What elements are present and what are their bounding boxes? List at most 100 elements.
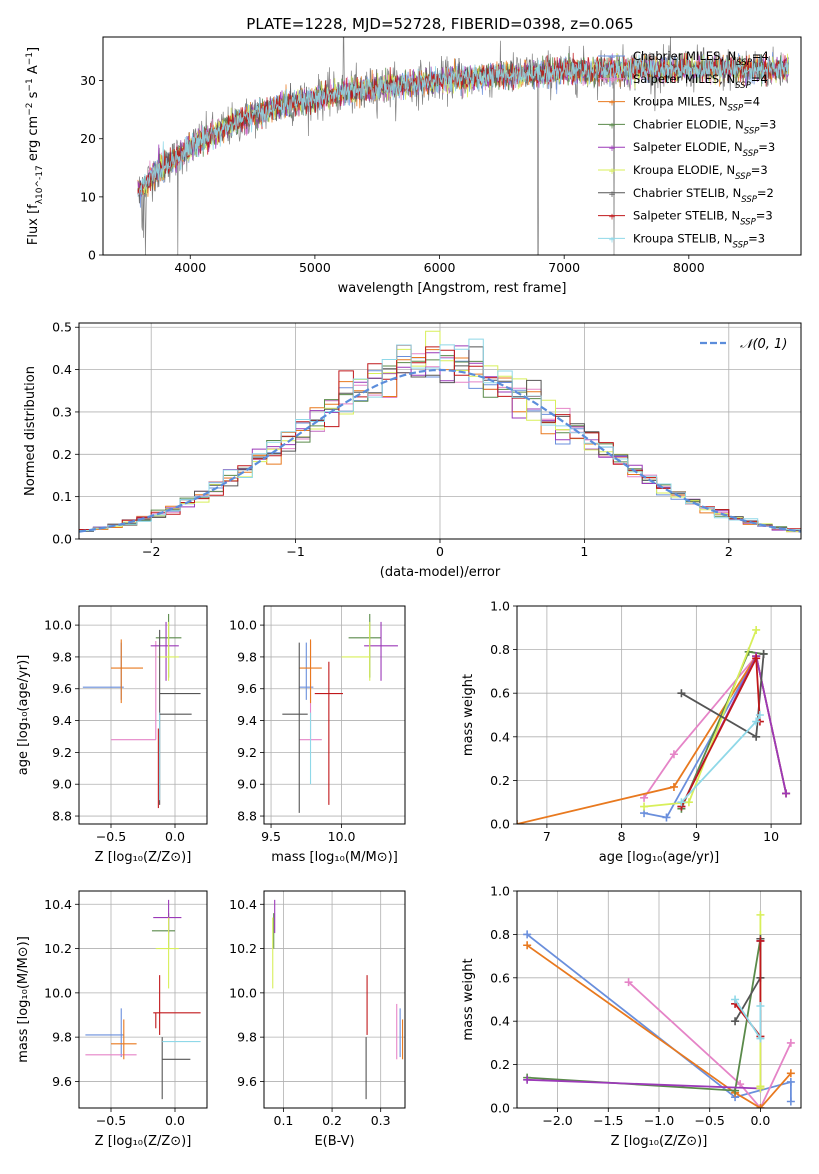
weight-line [734,940,762,1040]
weight-marker [662,813,671,822]
x-tick-label: 1 [580,544,588,559]
weight-marker [752,654,761,663]
y-tick-label: 0.0 [52,532,72,547]
errorbar-point [111,641,157,741]
y-tick-label: 9.4 [52,713,72,728]
legend-marker: + [608,213,616,223]
weight-marker [669,782,678,791]
y-tick-label: 0.8 [490,642,510,657]
y-axis-label: age [log₁₀(age/yr)] [16,655,31,776]
legend-label: Chabrier STELIB, NSSP=2 [633,186,774,205]
legend-marker: + [608,167,616,177]
figure-title: PLATE=1228, MJD=52728, FIBERID=0398, z=0… [246,15,633,33]
y-tick-label: 9.8 [237,1030,257,1045]
gaussian-curve [79,368,801,533]
errorbar-point [299,642,314,700]
x-tick-label: 9 [692,829,700,844]
errorbar-point [314,661,343,805]
x-tick-label: −1.0 [644,1113,674,1128]
weight-marker [786,1097,795,1106]
x-tick-label: −0.5 [96,829,126,844]
weight-line [526,944,792,1108]
axes-frame-spectrum [102,36,802,256]
weight-marker [731,1017,740,1026]
axes-weight_vs_Z: −2.0 −1.5 −1.0 −0.5 0.0 0.0 0.2 0.4 0.6 0.8 1.0 Z [… [461,884,802,1149]
y-tick-label: 0.4 [490,729,510,744]
legend-marker: + [608,235,616,245]
errorbar-point [299,639,322,704]
x-axis-label: age [log₁₀(age/yr)] [599,850,720,865]
weight-marker [756,1034,765,1043]
x-tick-label: 10.0 [328,829,356,844]
legend-label: Salpeter STELIB, NSSP=3 [633,209,773,228]
y-tick-label: 20 [80,131,96,146]
errorbars-age_vs_mass [282,613,398,813]
x-tick-label: 6000 [424,260,456,275]
y-tick-label: 0.2 [490,1057,510,1072]
axes-spectrum: 4000 5000 6000 7000 8000 0 10 20 30 wavelength [A… [25,36,802,296]
axes-frame-age_vs_mass [263,605,406,825]
axes-frame-weight_vs_Z [516,890,802,1109]
axes-frame-mass_vs_Z [78,890,208,1109]
errorbar-point [155,917,179,989]
errorbar-point [153,975,201,1035]
weight-marker [756,1002,765,1011]
y-tick-label: 10.4 [229,897,257,912]
weight-marker [759,649,768,658]
y-tick-label: 9.0 [237,777,257,792]
y-tick-label: 0.3 [52,404,72,419]
y-tick-label: 0.1 [52,489,72,504]
legend-label: Salpeter MILES, NSSP=4 [633,72,768,91]
y-tick-label: 0.0 [490,1101,510,1116]
y-tick-label: 9.2 [52,745,72,760]
x-axis-label: (data-model)/error [380,565,501,580]
spectrum-line [137,54,789,197]
weight-marker [684,798,693,807]
y-tick-label: 8.8 [52,809,72,824]
y-axis-label: mass weight [461,958,476,1040]
spectrum-lines [137,37,789,255]
y-tick-label: 10.0 [229,618,257,633]
x-axis-label: wavelength [Angstrom, rest frame] [338,281,567,296]
weight-marker [752,732,761,741]
x-tick-label: 0.2 [322,1113,342,1128]
weight-marker [736,1080,745,1089]
y-tick-label: 0.2 [52,447,72,462]
weight-marker [752,717,761,726]
errorbar-point [282,642,308,813]
y-tick-label: 10.0 [44,985,72,1000]
weight-marker [677,689,686,698]
y-tick-label: 9.2 [237,745,257,760]
axes-frame-age_vs_Z [78,605,208,825]
errorbar-point [158,621,179,681]
y-tick-label: 0.6 [490,970,510,985]
errorbar-point [111,639,143,704]
errorbar-point [151,913,175,949]
x-tick-label: −2 [142,544,160,559]
weight-marker [640,793,649,802]
y-tick-label: 30 [80,73,96,88]
errorbar-point [82,642,124,700]
weight-marker [786,1069,795,1078]
weight-marker [786,1038,795,1047]
x-tick-label: 4000 [174,260,206,275]
weight-marker [756,936,765,945]
weights-weight_vs_age [517,625,791,824]
legend-marker: + [608,76,616,86]
axes-age_vs_Z: −0.5 0.0 8.8 9.0 9.2 9.4 9.6 9.8 10.0 Z [log₁₀(Z/… [16,605,208,865]
y-tick-label: 9.8 [52,1030,72,1045]
y-tick-label: 10.2 [229,941,257,956]
y-tick-label: 0.4 [52,362,72,377]
legend-label: Kroupa STELIB, NSSP=3 [633,231,765,250]
weight-marker [786,1077,795,1086]
weight-marker [756,1104,765,1108]
y-tick-label: 0.6 [490,686,510,701]
errorbar-point [341,621,371,681]
axes-mass_vs_Z: −0.5 0.0 9.6 9.8 10.0 10.2 10.4 Z [log₁₀(Z/Z⊙)]… [16,890,208,1149]
x-tick-label: −0.5 [96,1113,126,1128]
y-tick-label: 1.0 [490,599,510,614]
x-tick-label: 0.3 [371,1113,391,1128]
y-tick-label: 8.8 [237,809,257,824]
